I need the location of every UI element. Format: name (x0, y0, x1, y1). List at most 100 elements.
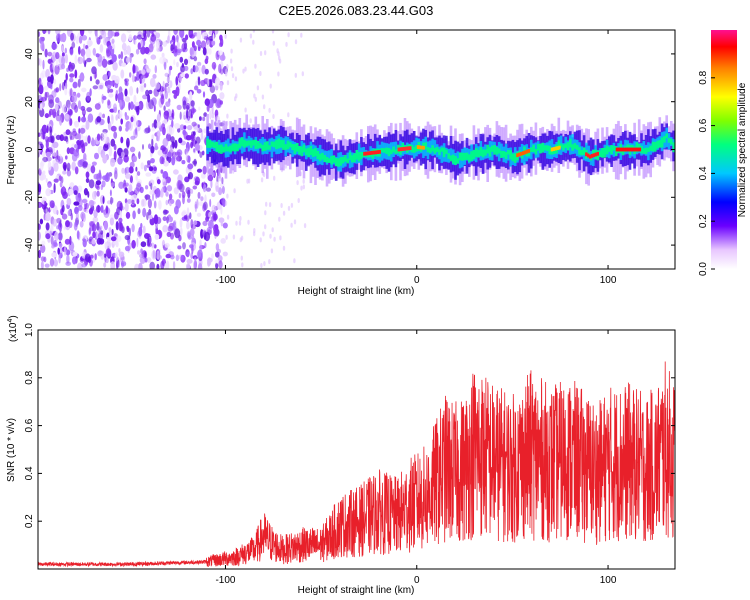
spectrogram-noise-cell (117, 259, 120, 268)
spectrogram-noise-cell (184, 65, 189, 72)
spectrogram-peak-cell (416, 145, 420, 149)
spectrogram-noise-cell (155, 187, 161, 198)
spectrogram-noise-cell (110, 31, 116, 37)
spectrogram-noise-cell (207, 78, 210, 87)
spectrogram-noise-cell (84, 202, 89, 210)
spectrogram-noise-cell (273, 236, 276, 242)
spectrogram-noise-cell (198, 65, 201, 74)
spectrogram-noise-cell (264, 210, 267, 216)
spectrogram-noise-cell (159, 56, 165, 64)
spectrogram-noise-cell (213, 224, 219, 233)
spectrogram-noise-cell (111, 38, 115, 44)
spectrogram-noise-cell (155, 40, 160, 49)
spectrogram-noise-cell (53, 240, 57, 247)
spectrogram-ridge-cell (238, 138, 242, 149)
spectrogram-ridge-cell (330, 156, 333, 165)
spectrogram-peak-cell (363, 151, 366, 156)
spectrogram-noise-cell (86, 107, 93, 113)
spectrogram-noise-cell (106, 49, 111, 57)
spectrogram-noise-cell (68, 188, 74, 195)
spectrogram-noise-cell (297, 198, 300, 203)
spectrogram-noise-cell (203, 112, 208, 117)
spectrogram-ridge-cell (286, 140, 290, 150)
spectrogram-noise-cell (167, 151, 172, 158)
spectrogram-noise-cell (199, 151, 203, 158)
spectrogram-noise-cell (268, 202, 272, 208)
spectrogram-noise-cell (107, 115, 110, 124)
spectrogram-peak-cell (627, 147, 630, 152)
spectrogram-noise-cell (191, 47, 195, 55)
spectrogram-noise-cell (78, 205, 83, 211)
spectrogram-noise-cell (224, 33, 227, 39)
x-tick-label: -100 (215, 575, 235, 586)
spectrogram-noise-cell (151, 242, 155, 248)
spectrogram-peak-cell (376, 150, 379, 154)
spectrogram-noise-cell (102, 175, 107, 181)
spectrogram-noise-cell (208, 219, 214, 229)
spectrogram-noise-cell (222, 198, 226, 208)
spectrogram-peak-cell (368, 151, 372, 155)
spectrogram-ridge-cell (426, 146, 430, 153)
spectrogram-noise-cell (40, 41, 45, 51)
spectrogram-ridge-cell (270, 141, 274, 147)
spectrogram-ridge-cell (479, 147, 483, 156)
spectrogram-noise-cell (128, 184, 133, 193)
spectrogram-noise-cell (133, 39, 137, 45)
spectrogram-noise-cell (287, 205, 291, 211)
spectrogram-noise-cell (264, 224, 267, 230)
spectrogram-ridge-cell (351, 155, 354, 163)
spectrogram-noise-cell (42, 174, 47, 180)
spectrogram-ridge-cell (495, 147, 499, 155)
spectrogram-ridge-cell (670, 138, 673, 145)
spectrogram-noise-cell (51, 42, 58, 50)
spectrogram-noise-cell (117, 156, 123, 165)
spectrogram-noise-cell (197, 249, 203, 259)
spectrogram-noise-cell (64, 53, 68, 64)
spectrogram-noise-cell (120, 51, 124, 60)
spectrogram-ridge-cell (470, 151, 473, 161)
spectrogram-noise-cell (163, 110, 170, 120)
spectrogram-noise-cell (244, 107, 247, 113)
spectrogram-noise-cell (144, 46, 150, 55)
spectrogram-noise-cell (105, 205, 109, 214)
spectrogram-noise-cell (55, 87, 60, 93)
spectrogram-peak-cell (516, 153, 519, 158)
spectrogram-noise-cell (226, 193, 229, 199)
spectrogram-noise-cell (175, 86, 180, 97)
spectrogram-noise-cell (120, 118, 123, 125)
spectrogram-noise-cell (108, 93, 114, 98)
spectrogram-noise-cell (76, 230, 80, 240)
spectrogram-noise-cell (44, 212, 51, 222)
spectrogram-noise-cell (160, 260, 165, 269)
spectrogram-noise-cell (264, 50, 267, 56)
spectrogram-ridge-cell (259, 143, 262, 148)
spectrogram-noise-cell (193, 45, 197, 52)
spectrogram-noise-cell (122, 183, 127, 189)
spectrogram-noise-cell (177, 245, 182, 250)
spectrogram-noise-cell (78, 46, 81, 55)
snr-multiplier-exp: 4 (7, 319, 14, 323)
spectrogram-noise-cell (143, 83, 147, 88)
spectrogram-noise-cell (78, 74, 85, 80)
spectrogram-noise-cell (41, 124, 48, 134)
spectrogram-ridge-cell (250, 140, 253, 148)
spectrogram-noise-cell (137, 208, 141, 215)
spectrogram-ridge-cell (227, 146, 230, 152)
spectrogram-noise-cell (190, 100, 195, 107)
spectrogram-ridge-cell (348, 152, 352, 161)
spectrogram-noise-cell (70, 135, 75, 140)
spectrogram-noise-cell (212, 33, 215, 42)
spectrogram-noise-cell (188, 108, 192, 119)
spectrogram-noise-cell (280, 203, 283, 208)
spectrogram-ridge-cell (295, 143, 299, 152)
spectrogram-noise-cell (171, 119, 174, 128)
spectrogram-noise-cell (114, 211, 119, 220)
spectrogram-ridge-cell (302, 144, 306, 153)
spectrogram-noise-cell (100, 252, 105, 260)
spectrogram-noise-cell (135, 48, 140, 55)
spectrogram-noise-cell (193, 65, 199, 73)
spectrogram-noise-cell (111, 228, 114, 236)
spectrogram-ridge-cell (332, 155, 336, 163)
spectrogram-noise-cell (125, 96, 130, 103)
spectrogram-noise-cell (88, 199, 95, 207)
